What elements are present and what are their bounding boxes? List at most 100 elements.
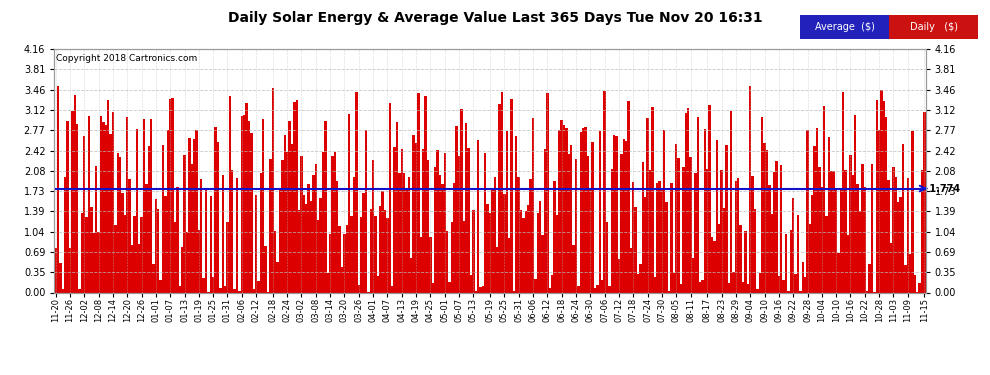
- Bar: [83, 136, 85, 292]
- Bar: [269, 159, 271, 292]
- Bar: [250, 133, 252, 292]
- Bar: [797, 214, 799, 292]
- Bar: [403, 172, 405, 292]
- Bar: [81, 213, 83, 292]
- Bar: [883, 100, 885, 292]
- Bar: [718, 224, 721, 292]
- Bar: [408, 177, 410, 292]
- Bar: [838, 253, 840, 292]
- Bar: [878, 130, 880, 292]
- Bar: [765, 150, 768, 292]
- Bar: [398, 172, 401, 292]
- Text: Average  ($): Average ($): [815, 22, 874, 32]
- Bar: [66, 121, 68, 292]
- Bar: [198, 230, 200, 292]
- Bar: [663, 130, 665, 292]
- Bar: [100, 116, 102, 292]
- Bar: [863, 188, 866, 292]
- Bar: [310, 201, 312, 292]
- Bar: [694, 174, 697, 292]
- Bar: [831, 171, 833, 292]
- Bar: [713, 241, 716, 292]
- Bar: [821, 187, 823, 292]
- Bar: [166, 130, 169, 292]
- Bar: [88, 116, 90, 292]
- Text: 1.774: 1.774: [926, 183, 959, 194]
- Bar: [236, 178, 239, 292]
- Bar: [131, 245, 134, 292]
- Bar: [761, 117, 763, 292]
- Bar: [816, 128, 819, 292]
- Bar: [811, 195, 814, 292]
- Bar: [54, 248, 56, 292]
- Bar: [555, 214, 558, 292]
- Bar: [190, 164, 193, 292]
- Bar: [329, 234, 332, 292]
- Bar: [174, 222, 176, 292]
- Bar: [455, 126, 457, 292]
- Bar: [510, 99, 513, 292]
- Bar: [219, 288, 222, 292]
- Bar: [672, 273, 675, 292]
- Bar: [229, 96, 231, 292]
- Bar: [591, 142, 594, 292]
- Bar: [802, 262, 804, 292]
- Bar: [697, 117, 699, 292]
- Bar: [651, 107, 653, 292]
- Bar: [64, 177, 66, 292]
- Bar: [169, 99, 171, 292]
- Bar: [773, 172, 775, 292]
- Bar: [828, 137, 831, 292]
- Bar: [885, 117, 887, 292]
- Bar: [550, 275, 553, 292]
- Bar: [558, 130, 560, 292]
- Bar: [575, 159, 577, 292]
- Bar: [856, 184, 858, 292]
- Bar: [546, 93, 548, 292]
- Bar: [632, 183, 635, 292]
- Bar: [806, 130, 809, 292]
- Text: Copyright 2018 Cartronics.com: Copyright 2018 Cartronics.com: [56, 54, 197, 63]
- Bar: [93, 233, 95, 292]
- Bar: [227, 222, 229, 292]
- Bar: [252, 289, 255, 292]
- Bar: [281, 160, 283, 292]
- Bar: [844, 170, 846, 292]
- Bar: [648, 171, 651, 292]
- Bar: [692, 258, 694, 292]
- Bar: [730, 111, 733, 292]
- Bar: [129, 179, 131, 292]
- Bar: [222, 175, 224, 292]
- Bar: [283, 135, 286, 292]
- Bar: [553, 182, 555, 292]
- Bar: [584, 127, 587, 292]
- Bar: [892, 167, 895, 292]
- Bar: [381, 191, 384, 292]
- Bar: [293, 102, 296, 292]
- Bar: [656, 183, 658, 292]
- Bar: [823, 106, 826, 292]
- Bar: [296, 100, 298, 292]
- Bar: [376, 276, 379, 292]
- Bar: [171, 98, 174, 292]
- Bar: [362, 193, 364, 292]
- Bar: [539, 201, 542, 292]
- Bar: [792, 198, 794, 292]
- Bar: [212, 277, 215, 292]
- Bar: [102, 122, 105, 292]
- Bar: [924, 111, 926, 292]
- Bar: [849, 155, 851, 292]
- Bar: [570, 145, 572, 292]
- Bar: [525, 211, 527, 292]
- Bar: [183, 155, 186, 292]
- Text: Daily   ($): Daily ($): [910, 22, 957, 32]
- Bar: [234, 288, 236, 292]
- Bar: [804, 277, 806, 292]
- Bar: [628, 101, 630, 292]
- Bar: [322, 152, 324, 292]
- Bar: [257, 280, 259, 292]
- Bar: [746, 284, 749, 292]
- Bar: [224, 286, 227, 292]
- Bar: [723, 208, 725, 292]
- Bar: [758, 273, 761, 292]
